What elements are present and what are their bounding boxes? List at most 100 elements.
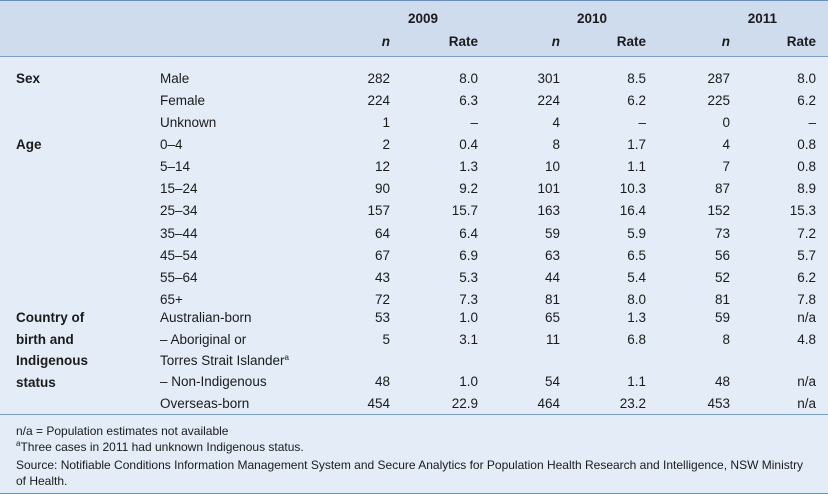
table-cell-n: 464	[537, 396, 560, 411]
table-cell-rate: 16.4	[619, 203, 646, 218]
table-cell-n: 453	[707, 396, 730, 411]
table-cell-n: 52	[714, 270, 730, 285]
row-label: Female	[160, 93, 206, 108]
group-label-age: Age	[16, 137, 42, 152]
table-cell-n: 67	[374, 248, 390, 263]
table-cell-n: 12	[374, 159, 390, 174]
table-cell-rate: 1.3	[459, 159, 478, 174]
table-cell-n: 48	[374, 374, 390, 389]
table-cell-n: 65	[544, 310, 560, 325]
table-cell-rate: 1.3	[627, 310, 646, 325]
footnote-ref: a	[284, 353, 289, 362]
table-cell-rate: 8.5	[627, 71, 646, 86]
column-header-n: n	[551, 34, 560, 49]
table-cell-rate: 8.0	[627, 292, 646, 307]
table-cell-n: 59	[714, 310, 730, 325]
table-cell-rate: 5.7	[797, 248, 816, 263]
table-cell-rate: 9.2	[459, 181, 478, 196]
row-label: – Non-Indigenous	[160, 374, 267, 389]
table-cell-n: 225	[707, 93, 730, 108]
table-cell-n: 53	[374, 310, 390, 325]
table-cell-n: 157	[367, 203, 390, 218]
row-label: Male	[160, 71, 190, 86]
table-cell-n: 5	[382, 332, 390, 347]
column-header-rate: Rate	[448, 34, 478, 49]
table-cell-rate: 8.0	[797, 71, 816, 86]
table-cell-rate: 6.5	[627, 248, 646, 263]
year-header-2009: 2009	[407, 11, 438, 26]
row-label: Overseas-born	[160, 396, 250, 411]
table-cell-rate: 1.1	[627, 374, 646, 389]
table-cell-rate: 1.0	[459, 310, 478, 325]
table-cell-n: 7	[722, 159, 730, 174]
group-label-country-line: status	[16, 374, 56, 390]
table-header-band	[0, 1, 828, 57]
group-label-sex: Sex	[16, 71, 41, 86]
table-cell-rate: 6.8	[627, 332, 646, 347]
table-cell-n: 163	[537, 203, 560, 218]
table-cell-n: 43	[374, 270, 390, 285]
table-cell-n: 81	[714, 292, 730, 307]
footnote-text: Three cases in 2011 had unknown Indigeno…	[20, 440, 304, 454]
row-label: 25–34	[160, 203, 198, 218]
table-cell-rate: 10.3	[619, 181, 646, 196]
table-cell-n: 287	[707, 71, 730, 86]
table-cell-n: 224	[367, 93, 390, 108]
table-cell-n: 72	[374, 292, 390, 307]
table-cell-rate: 3.1	[459, 332, 478, 347]
table-cell-rate: n/a	[797, 396, 816, 411]
row-label: 55–64	[160, 270, 198, 285]
table-cell-n: 2	[382, 137, 390, 152]
table-cell-rate: 8.0	[459, 71, 478, 86]
table-cell-n: 87	[714, 181, 730, 196]
row-label-continued-text: Torres Strait Islander	[160, 353, 285, 368]
table-cell-rate: 8.9	[797, 181, 816, 196]
table-cell-rate: –	[808, 115, 816, 130]
table-cell-n: 301	[537, 71, 560, 86]
table-cell-rate: 0.4	[459, 137, 478, 152]
table-cell-rate: 15.7	[451, 203, 478, 218]
table-cell-n: 8	[722, 332, 730, 347]
table-cell-rate: 0.8	[797, 159, 816, 174]
table-cell-rate: 23.2	[619, 396, 646, 411]
table-cell-n: 224	[537, 93, 560, 108]
table-cell-rate: 1.1	[627, 159, 646, 174]
column-header-n: n	[381, 34, 390, 49]
table-cell-rate: 0.8	[797, 137, 816, 152]
table-cell-rate: 6.3	[459, 93, 478, 108]
table-cell-rate: 5.4	[627, 270, 646, 285]
footnote-a: aThree cases in 2011 had unknown Indigen…	[16, 440, 304, 455]
year-header-2011: 2011	[747, 11, 777, 26]
table-cell-rate: –	[638, 115, 646, 130]
table-cell-rate: –	[470, 115, 478, 130]
group-label-country-line: Country of	[16, 310, 85, 325]
footer-rule	[0, 414, 828, 415]
table-cell-rate: 15.3	[789, 203, 816, 218]
table-cell-n: 81	[544, 292, 560, 307]
column-header-rate: Rate	[786, 34, 816, 49]
table-cell-rate: 7.3	[459, 292, 478, 307]
row-label: 45–54	[160, 248, 198, 263]
table-cell-rate: 1.0	[459, 374, 478, 389]
column-header-rate: Rate	[616, 34, 646, 49]
table-cell-rate: 22.9	[451, 396, 478, 411]
year-header-2010: 2010	[576, 11, 607, 26]
row-label: – Aboriginal or	[160, 332, 247, 347]
table-cell-n: 73	[714, 226, 730, 241]
row-label: 5–14	[160, 159, 191, 174]
table-cell-rate: 5.3	[459, 270, 478, 285]
table-cell-rate: 6.2	[797, 93, 816, 108]
table-cell-n: 54	[544, 374, 560, 389]
table-cell-rate: 7.2	[797, 226, 816, 241]
table-cell-rate: 7.8	[797, 292, 816, 307]
table-cell-rate: 6.4	[459, 226, 478, 241]
table-cell-rate: 1.7	[627, 137, 646, 152]
table-cell-n: 63	[544, 248, 560, 263]
row-label: 65+	[160, 292, 183, 307]
row-label: 15–24	[160, 181, 198, 196]
group-label-country-line: Indigenous	[16, 353, 88, 368]
table-cell-n: 0	[722, 115, 730, 130]
table-cell-n: 10	[544, 159, 560, 174]
row-label: 0–4	[160, 137, 183, 152]
na-note: n/a = Population estimates not available	[16, 424, 229, 438]
